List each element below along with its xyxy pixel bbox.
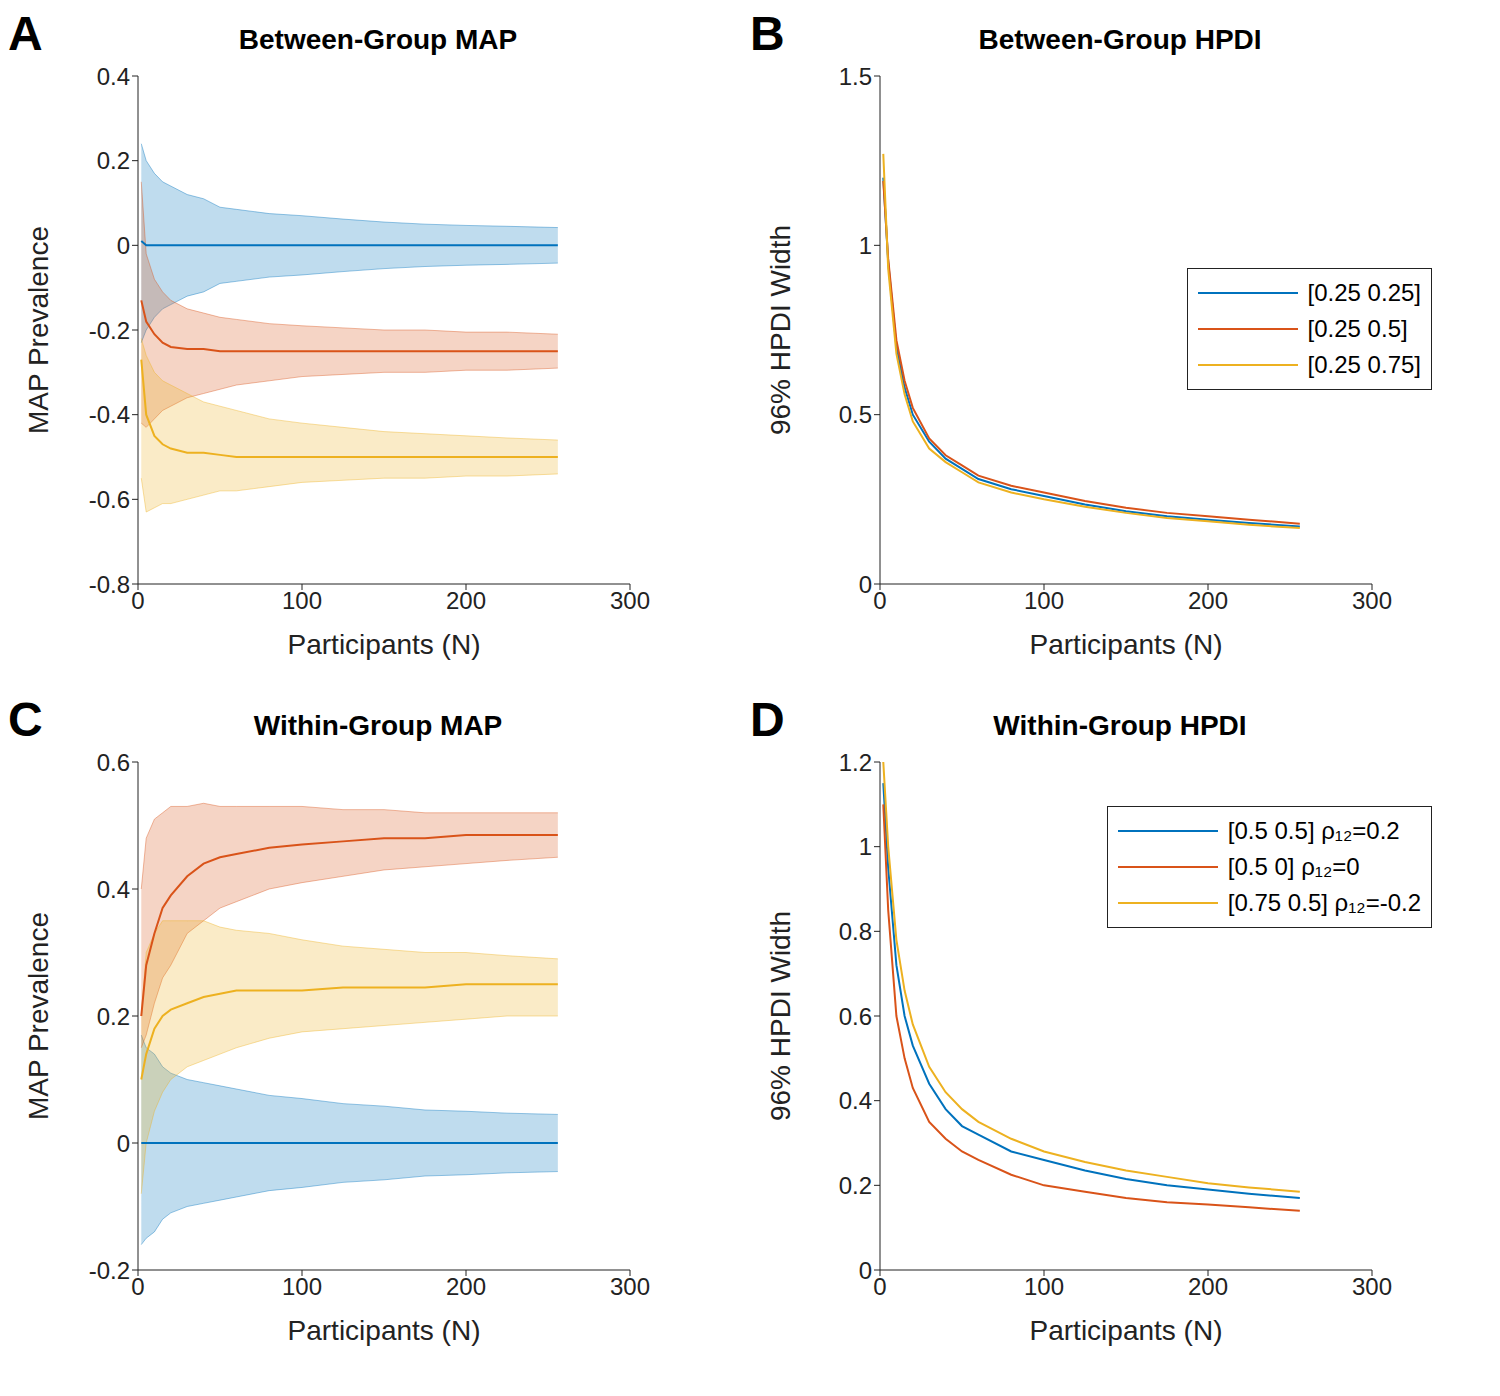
svg-text:300: 300 [610, 1273, 650, 1300]
svg-text:0: 0 [873, 587, 886, 614]
svg-text:-0.6: -0.6 [89, 486, 130, 513]
svg-text:300: 300 [1352, 587, 1392, 614]
html-text:[0.75 0.5] ρ₁₂=-0.2: [0.75 0.5] ρ₁₂=-0.2 [1227, 889, 1421, 916]
svg-text:-0.2: -0.2 [89, 1257, 130, 1284]
svg-text:-0.4: -0.4 [89, 401, 130, 428]
html-text:[0.25 0.75]: [0.25 0.75] [1307, 351, 1421, 378]
svg-text:0.2: 0.2 [839, 1172, 872, 1199]
svg-text:0.6: 0.6 [97, 749, 130, 776]
svg-text:0.6: 0.6 [839, 1003, 872, 1030]
svg-text:100: 100 [1024, 1273, 1064, 1300]
svg-text:1: 1 [859, 833, 872, 860]
svg-text:0.2: 0.2 [97, 147, 130, 174]
html-text:[0.25 0.25]: [0.25 0.25] [1307, 279, 1421, 306]
html-text:[0.5 0.5] ρ₁₂=0.2: [0.5 0.5] ρ₁₂=0.2 [1227, 817, 1400, 844]
svg-text:0.5: 0.5 [839, 401, 872, 428]
svg-text:200: 200 [446, 1273, 486, 1300]
svg-text:0: 0 [873, 1273, 886, 1300]
svg-text:0.2: 0.2 [97, 1003, 130, 1030]
svg-text:300: 300 [610, 587, 650, 614]
svg-text:0: 0 [117, 1130, 130, 1157]
svg-text:100: 100 [282, 587, 322, 614]
html-text:Between-Group MAP: Between-Group MAP [238, 24, 518, 55]
svg-text:-0.8: -0.8 [89, 571, 130, 598]
svg-text:100: 100 [1024, 587, 1064, 614]
svg-text:Participants (N): Participants (N) [288, 629, 481, 660]
svg-text:MAP Prevalence: MAP Prevalence [23, 912, 54, 1120]
svg-text:200: 200 [1188, 587, 1228, 614]
html-text:[0.5 0] ρ₁₂=0: [0.5 0] ρ₁₂=0 [1227, 853, 1360, 880]
svg-text:Participants (N): Participants (N) [1030, 1315, 1223, 1346]
html-text:B: B [750, 7, 785, 60]
svg-text:100: 100 [282, 1273, 322, 1300]
svg-text:MAP Prevalence: MAP Prevalence [23, 226, 54, 434]
svg-text:0.4: 0.4 [97, 63, 130, 90]
svg-text:-0.2: -0.2 [89, 317, 130, 344]
svg-text:0: 0 [859, 1257, 872, 1284]
svg-text:0.4: 0.4 [839, 1087, 872, 1114]
svg-text:200: 200 [446, 587, 486, 614]
svg-text:96% HPDI Width: 96% HPDI Width [765, 911, 796, 1121]
html-text:[0.25 0.5]: [0.25 0.5] [1307, 315, 1408, 342]
svg-text:200: 200 [1188, 1273, 1228, 1300]
svg-text:96% HPDI Width: 96% HPDI Width [765, 225, 796, 435]
html-text:C: C [8, 693, 43, 746]
svg-text:300: 300 [1352, 1273, 1392, 1300]
svg-text:0: 0 [859, 571, 872, 598]
html-text:Within-Group MAP: Within-Group MAP [253, 710, 503, 741]
html-text:D: D [750, 693, 785, 746]
svg-text:Participants (N): Participants (N) [288, 1315, 481, 1346]
svg-text:0.8: 0.8 [839, 918, 872, 945]
html-text:Within-Group HPDI: Within-Group HPDI [993, 710, 1247, 741]
svg-text:0: 0 [131, 587, 144, 614]
svg-text:Participants (N): Participants (N) [1030, 629, 1223, 660]
svg-text:0: 0 [117, 232, 130, 259]
svg-text:0.4: 0.4 [97, 876, 130, 903]
svg-text:0: 0 [131, 1273, 144, 1300]
svg-text:1: 1 [859, 232, 872, 259]
html-text:Between-Group HPDI: Between-Group HPDI [978, 24, 1262, 55]
html-text:A: A [8, 7, 43, 60]
svg-text:1.2: 1.2 [839, 749, 872, 776]
svg-text:1.5: 1.5 [839, 63, 872, 90]
